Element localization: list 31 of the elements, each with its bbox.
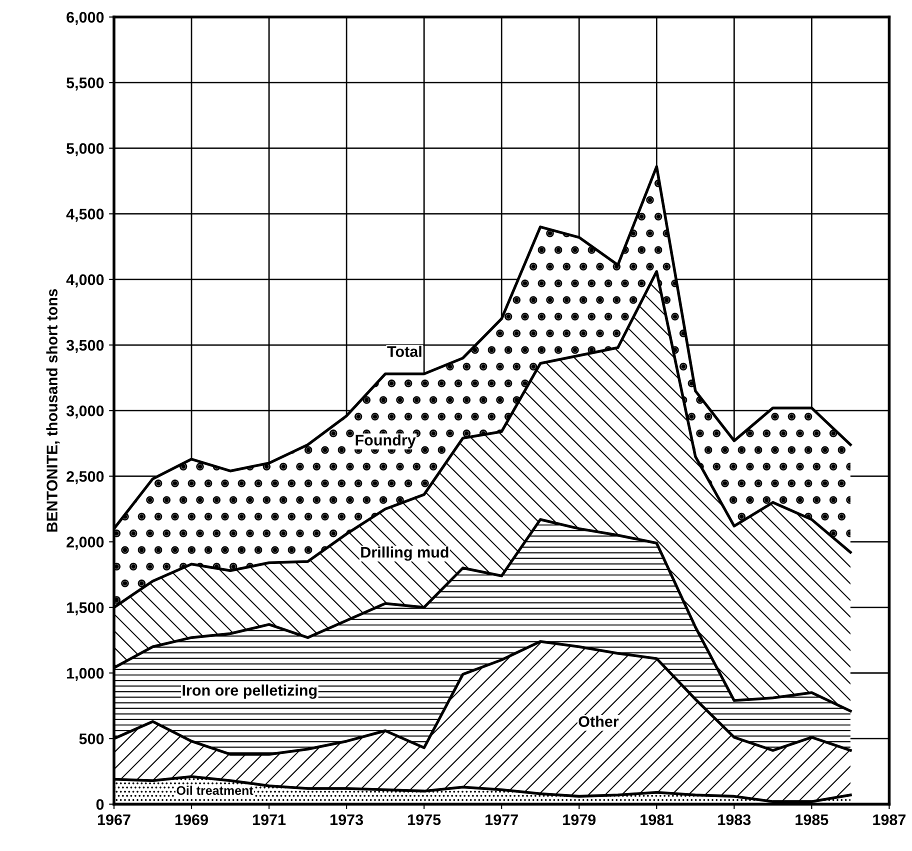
y-axis-title: BENTONITE, thousand short tons (46, 289, 60, 532)
x-tick-label: 1975 (408, 814, 441, 826)
x-tick-label: 1985 (796, 814, 828, 826)
y-tick-label: 4,000 (66, 274, 104, 288)
series-label: Oil treatment (176, 786, 254, 795)
x-tick-label: 1979 (563, 814, 596, 826)
x-tick-label: 1973 (330, 814, 364, 826)
y-tick-label: 2,000 (66, 536, 104, 550)
annotation: Total (387, 346, 422, 357)
series-label: Foundry (356, 434, 416, 449)
y-tick-label: 5,000 (66, 143, 104, 156)
series-label: Iron ore pelletizing (182, 684, 317, 699)
y-tick-label: 500 (79, 733, 104, 744)
series-label: Drilling mud (361, 546, 448, 561)
y-tick-label: 5,500 (66, 77, 104, 91)
x-tick-label: 1977 (486, 814, 518, 826)
y-tick-label: 0 (96, 799, 104, 810)
x-tick-label: 1987 (873, 814, 906, 826)
y-tick-label: 6,000 (66, 12, 104, 25)
x-tick-label: 1971 (253, 814, 286, 826)
y-tick-label: 1,000 (67, 668, 104, 681)
y-tick-label: 1,500 (67, 602, 104, 616)
x-tick-label: 1967 (98, 814, 130, 826)
series-label: Other (578, 716, 619, 727)
x-tick-label: 1969 (175, 814, 208, 826)
y-tick-label: 3,000 (66, 405, 104, 419)
y-tick-label: 2,500 (66, 471, 104, 484)
x-tick-label: 1983 (718, 814, 751, 826)
x-tick-label: 1981 (640, 814, 674, 826)
y-tick-label: 3,500 (66, 340, 104, 353)
y-tick-label: 4,500 (66, 208, 104, 222)
